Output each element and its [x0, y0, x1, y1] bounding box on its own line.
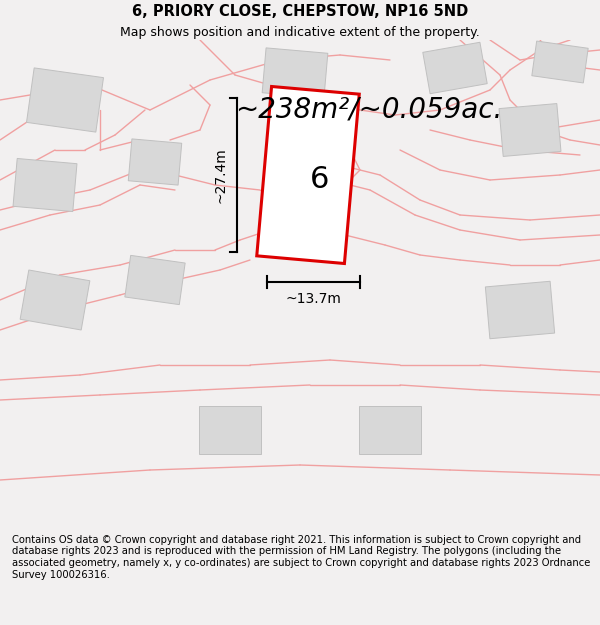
Polygon shape — [125, 256, 185, 304]
Text: ~13.7m: ~13.7m — [286, 292, 341, 306]
Text: ~27.4m: ~27.4m — [213, 147, 227, 203]
Polygon shape — [13, 159, 77, 211]
Polygon shape — [20, 270, 90, 330]
Polygon shape — [199, 406, 261, 454]
Text: Contains OS data © Crown copyright and database right 2021. This information is : Contains OS data © Crown copyright and d… — [12, 535, 590, 579]
Text: 6, PRIORY CLOSE, CHEPSTOW, NP16 5ND: 6, PRIORY CLOSE, CHEPSTOW, NP16 5ND — [132, 4, 468, 19]
Polygon shape — [257, 86, 359, 264]
Polygon shape — [359, 406, 421, 454]
Polygon shape — [423, 42, 487, 94]
Polygon shape — [262, 48, 328, 98]
Text: ~238m²/~0.059ac.: ~238m²/~0.059ac. — [235, 96, 502, 124]
Polygon shape — [499, 104, 561, 156]
Text: Map shows position and indicative extent of the property.: Map shows position and indicative extent… — [120, 26, 480, 39]
Polygon shape — [26, 68, 103, 132]
Polygon shape — [532, 41, 588, 83]
Polygon shape — [264, 195, 326, 245]
Text: 6: 6 — [310, 166, 329, 194]
Polygon shape — [485, 281, 554, 339]
Polygon shape — [128, 139, 182, 185]
